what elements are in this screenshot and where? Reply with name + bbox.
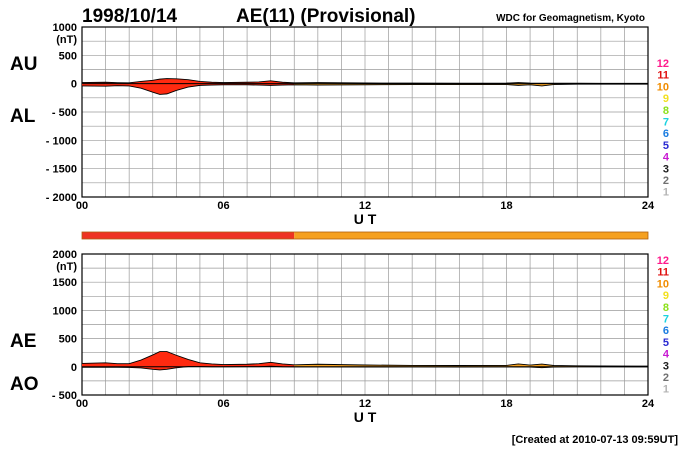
station-legend-12: 12 xyxy=(657,58,669,70)
station-legend-11: 11 xyxy=(657,267,669,279)
ae-area-late xyxy=(294,363,648,367)
y-tick-label: 2000 xyxy=(53,249,77,261)
x-tick-label: 06 xyxy=(217,200,229,212)
x-tick-label: 24 xyxy=(642,398,655,410)
x-axis-label: U T xyxy=(354,211,377,227)
y-tick-label: - 500 xyxy=(52,390,77,402)
station-legend-12: 12 xyxy=(657,255,669,267)
station-legend-3: 3 xyxy=(663,360,669,372)
y-tick-label: - 1500 xyxy=(46,164,77,176)
y-tick-label: - 2000 xyxy=(46,192,77,204)
station-legend-7: 7 xyxy=(663,117,669,129)
station-count-bar xyxy=(81,231,649,240)
y-tick-label: 0 xyxy=(71,79,77,91)
series-label-ao: AO xyxy=(10,374,39,395)
al-area-early xyxy=(82,83,295,95)
station-legend-4: 4 xyxy=(663,349,670,361)
station-legend-5: 5 xyxy=(663,337,669,349)
x-tick-label: 18 xyxy=(500,398,512,410)
station-legend-8: 8 xyxy=(663,302,669,314)
series-label-al: AL xyxy=(10,106,36,127)
station-legend-2: 2 xyxy=(663,372,669,384)
au-al-panel: 1000 500 0 - 500 - 1000 - 1500 - 2000 (nT) 00 06 1… xyxy=(10,22,670,227)
station-legend-9: 9 xyxy=(663,290,669,302)
series-label-au: AU xyxy=(10,54,37,75)
x-tick-label: 18 xyxy=(500,200,512,212)
y-unit-label: (nT) xyxy=(56,34,77,46)
ae-area-early xyxy=(82,351,295,367)
index-title: AE(11) (Provisional) xyxy=(236,6,416,27)
station-legend-8: 8 xyxy=(663,105,669,117)
series-label-ae: AE xyxy=(10,331,36,352)
x-tick-label: 00 xyxy=(76,200,88,212)
al-series-line xyxy=(81,83,648,95)
station-bar-segment xyxy=(82,232,295,239)
ae-series-line xyxy=(81,351,649,367)
au-series-line xyxy=(81,78,649,84)
station-legend-5: 5 xyxy=(663,140,669,152)
y-tick-label: 1000 xyxy=(53,305,77,317)
y-tick-label: 1000 xyxy=(53,22,77,34)
y-tick-label: 1500 xyxy=(53,277,77,289)
station-legend-3: 3 xyxy=(663,163,669,175)
x-tick-label: 00 xyxy=(76,398,88,410)
y-tick-label: 500 xyxy=(59,334,77,346)
x-tick-label: 24 xyxy=(642,200,655,212)
station-legend-1: 1 xyxy=(663,384,669,396)
station-legend-6: 6 xyxy=(663,325,669,337)
station-legend-10: 10 xyxy=(657,278,669,290)
plot-frame xyxy=(81,253,649,396)
station-bar-frame xyxy=(81,231,649,240)
source-label: WDC for Geomagnetism, Kyoto xyxy=(496,13,645,24)
plot-frame xyxy=(81,26,649,198)
x-axis-label: U T xyxy=(354,409,377,425)
station-legend-2: 2 xyxy=(663,175,669,187)
y-tick-label: 0 xyxy=(71,362,77,374)
x-tick-label: 06 xyxy=(217,398,229,410)
y-unit-label: (nT) xyxy=(56,261,77,273)
x-tick-label: 12 xyxy=(359,398,371,410)
x-tick-label: 12 xyxy=(359,200,371,212)
y-tick-label: - 1000 xyxy=(46,135,77,147)
station-bar-segment xyxy=(294,232,648,239)
y-tick-label: 500 xyxy=(59,50,77,62)
station-legend-10: 10 xyxy=(657,81,669,93)
created-timestamp: [Created at 2010-07-13 09:59UT] xyxy=(512,434,679,446)
station-legend-4: 4 xyxy=(663,152,670,164)
station-legend-7: 7 xyxy=(663,314,669,326)
station-legend-6: 6 xyxy=(663,128,669,140)
y-tick-label: - 500 xyxy=(52,107,77,119)
station-legend-11: 11 xyxy=(657,70,669,82)
station-legend-9: 9 xyxy=(663,93,669,105)
date-title: 1998/10/14 xyxy=(82,6,178,27)
station-legend-1: 1 xyxy=(663,187,669,199)
